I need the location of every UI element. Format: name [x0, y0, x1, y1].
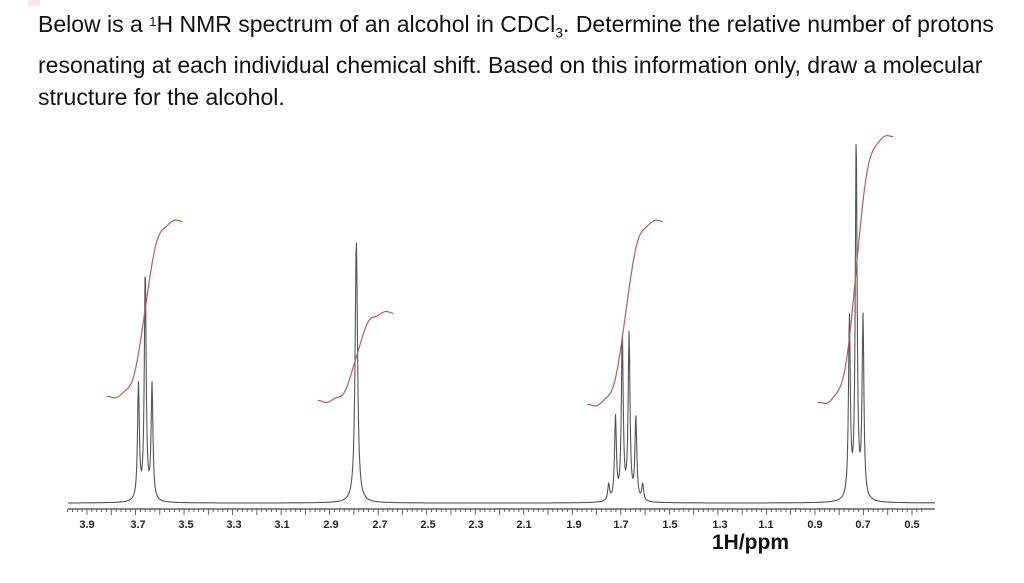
subscript-3: 3 — [555, 24, 564, 41]
integral-curve — [106, 219, 183, 399]
x-tick-label: 1.7 — [613, 519, 629, 531]
x-tick-label: 0.9 — [807, 519, 823, 531]
x-tick-label: 0.5 — [904, 519, 920, 531]
integral-curve — [587, 219, 663, 407]
x-tick-label: 1.9 — [566, 519, 582, 531]
question-text: Below is a 1H NMR spectrum of an alcohol… — [38, 8, 998, 113]
x-tick-label: 2.9 — [323, 519, 339, 531]
x-tick-label: 1.3 — [712, 519, 728, 531]
x-tick-label: 3.7 — [130, 519, 146, 531]
question-nucleus-text: H NMR spectrum of an alcohol in CDCl — [156, 11, 556, 37]
x-tick-label: 0.7 — [855, 519, 871, 531]
x-tick-label: 3.1 — [274, 519, 290, 531]
corner-artifact — [28, 0, 40, 6]
superscript-1: 1 — [149, 14, 157, 29]
x-tick-label: 1.1 — [758, 519, 774, 531]
x-tick-label: 3.5 — [178, 519, 194, 531]
x-tick-label: 3.3 — [226, 519, 242, 531]
question-suffix: . Determine the relative number of proto… — [38, 11, 994, 110]
x-tick-label: 2.5 — [420, 519, 436, 531]
x-tick-label: 2.3 — [468, 519, 484, 531]
integral-curve — [817, 135, 894, 404]
x-tick-label: 2.1 — [516, 519, 532, 531]
integral-curve — [317, 310, 394, 404]
spectrum-trace — [68, 143, 936, 504]
x-tick-label: 1.5 — [662, 519, 678, 531]
question-prefix: Below is a — [38, 11, 150, 37]
x-tick-label: 3.9 — [79, 519, 95, 531]
x-tick-label: 2.7 — [372, 519, 388, 531]
x-axis-title: 1H/ppm — [712, 531, 790, 554]
